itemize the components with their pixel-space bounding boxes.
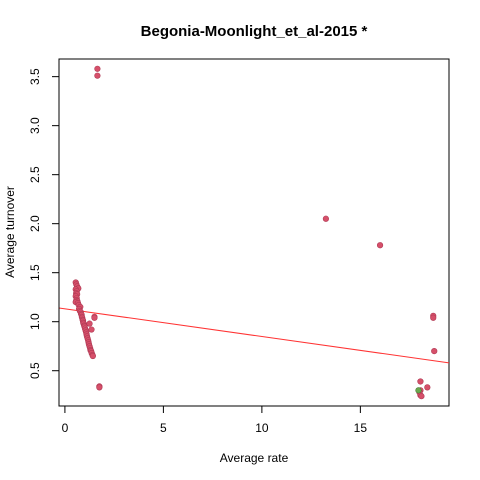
- data-point: [89, 352, 96, 360]
- x-tick-label: 0: [62, 421, 69, 435]
- regression-layer: [58, 307, 450, 364]
- data-point: [86, 320, 93, 327]
- data-point: [424, 384, 431, 391]
- y-tick-label: 3.0: [28, 117, 42, 134]
- y-tick-label: 2.0: [28, 215, 42, 232]
- y-tick-label: 0.5: [28, 362, 42, 379]
- x-tick-label: 10: [255, 421, 269, 435]
- plot-border: [58, 58, 450, 407]
- x-axis-label: Average rate: [220, 451, 289, 465]
- y-tick-label: 3.5: [28, 68, 42, 85]
- data-point: [322, 215, 329, 222]
- data-point: [88, 326, 95, 333]
- y-tick-label: 1.0: [28, 313, 42, 330]
- data-point: [91, 314, 98, 321]
- data-point: [418, 393, 425, 400]
- x-tick-label: 15: [354, 421, 368, 435]
- data-point: [417, 378, 424, 385]
- y-tick-label: 2.5: [28, 166, 42, 183]
- data-point-secondary: [415, 387, 422, 394]
- data-point: [431, 348, 438, 355]
- data-point: [376, 242, 384, 249]
- data-point: [94, 72, 101, 79]
- y-axis: 0.5 1.0 1.5 2.0 2.5 3.0 3.5: [28, 68, 60, 379]
- regression-line: [58, 307, 450, 364]
- points-layer: [72, 65, 438, 400]
- data-point: [94, 65, 101, 72]
- data-point: [96, 384, 103, 391]
- x-axis: 0 5 10 15: [62, 405, 368, 435]
- x-tick-label: 5: [160, 421, 167, 435]
- data-point: [430, 314, 437, 321]
- y-axis-label: Average turnover: [3, 186, 17, 278]
- chart-title: Begonia-Moonlight_et_al-2015 *: [141, 23, 368, 40]
- y-tick-label: 1.5: [28, 264, 42, 281]
